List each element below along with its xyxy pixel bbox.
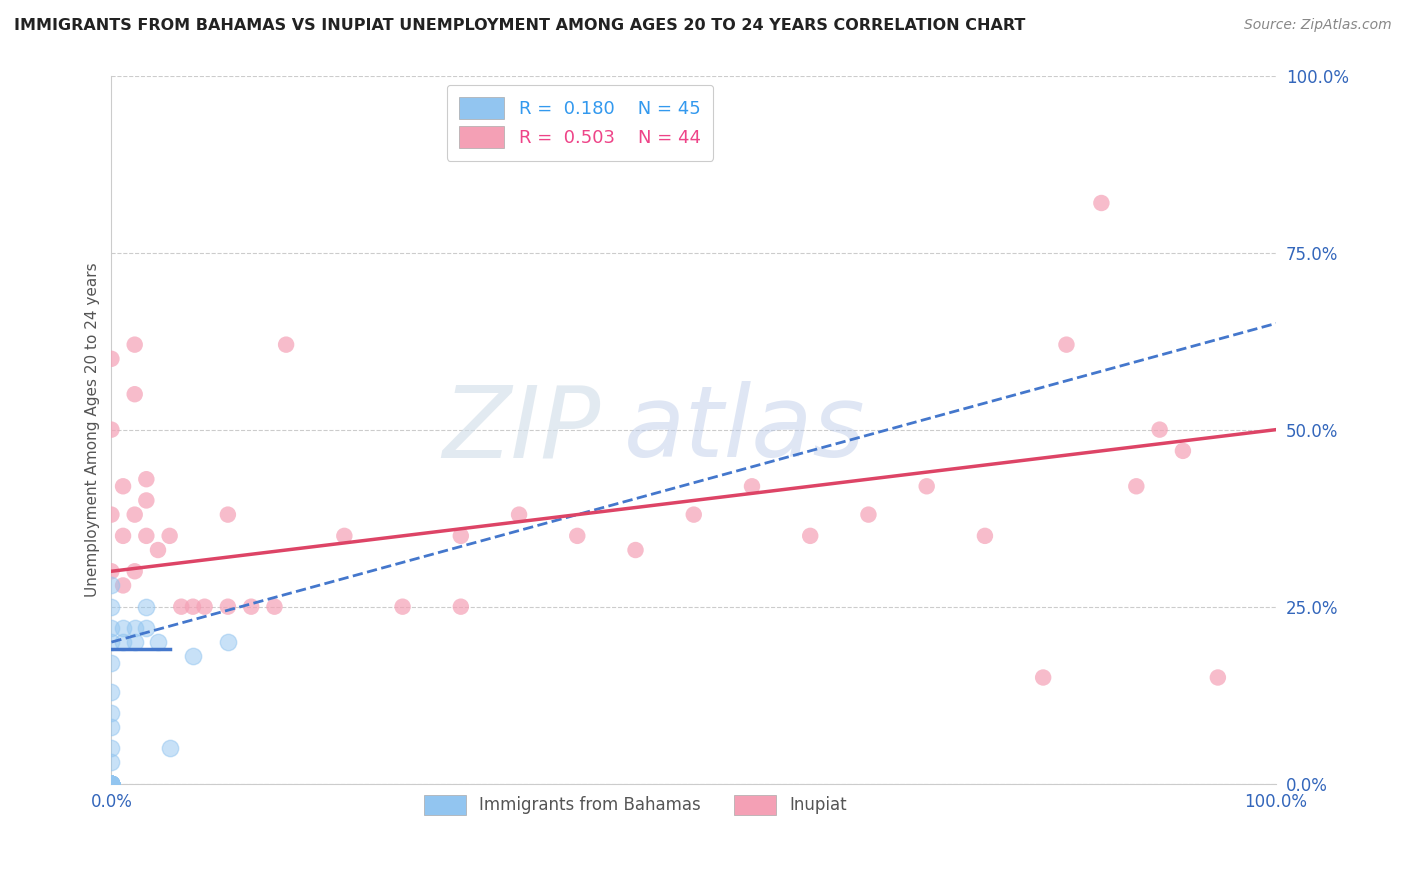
Point <box>1149 423 1171 437</box>
Point <box>124 387 146 401</box>
Text: Source: ZipAtlas.com: Source: ZipAtlas.com <box>1244 18 1392 32</box>
Point <box>159 741 181 756</box>
Point <box>100 706 122 720</box>
Text: atlas: atlas <box>624 381 866 478</box>
Point <box>217 508 239 522</box>
Point <box>135 529 157 543</box>
Point <box>112 479 135 493</box>
Point <box>100 508 122 522</box>
Point <box>799 529 821 543</box>
Point <box>100 777 122 791</box>
Point <box>217 599 239 614</box>
Text: IMMIGRANTS FROM BAHAMAS VS INUPIAT UNEMPLOYMENT AMONG AGES 20 TO 24 YEARS CORREL: IMMIGRANTS FROM BAHAMAS VS INUPIAT UNEMP… <box>14 18 1025 33</box>
Point <box>682 508 704 522</box>
Point <box>170 599 193 614</box>
Point <box>100 599 122 614</box>
Point <box>100 777 122 791</box>
Point <box>159 529 181 543</box>
Point <box>624 543 647 558</box>
Point <box>100 351 122 366</box>
Point <box>112 635 135 649</box>
Point <box>858 508 880 522</box>
Point <box>100 423 122 437</box>
Point <box>100 777 122 791</box>
Point <box>112 578 135 592</box>
Point <box>508 508 530 522</box>
Point <box>100 777 122 791</box>
Point <box>135 621 157 635</box>
Point <box>100 777 122 791</box>
Point <box>217 635 239 649</box>
Y-axis label: Unemployment Among Ages 20 to 24 years: Unemployment Among Ages 20 to 24 years <box>86 262 100 597</box>
Point <box>1090 196 1112 211</box>
Point <box>100 657 122 671</box>
Point <box>100 777 122 791</box>
Point <box>100 777 122 791</box>
Point <box>100 777 122 791</box>
Point <box>1125 479 1147 493</box>
Point <box>100 777 122 791</box>
Point <box>100 777 122 791</box>
Point <box>146 543 169 558</box>
Point <box>1206 671 1229 685</box>
Point <box>100 777 122 791</box>
Point <box>450 599 472 614</box>
Point <box>146 635 169 649</box>
Point <box>100 777 122 791</box>
Point <box>100 777 122 791</box>
Point <box>274 337 297 351</box>
Point <box>100 777 122 791</box>
Point <box>124 621 146 635</box>
Point <box>100 777 122 791</box>
Point <box>124 337 146 351</box>
Point <box>100 635 122 649</box>
Point <box>100 777 122 791</box>
Point <box>135 599 157 614</box>
Point <box>100 578 122 592</box>
Point <box>112 621 135 635</box>
Point <box>1171 443 1194 458</box>
Point <box>100 777 122 791</box>
Point <box>100 720 122 734</box>
Point <box>263 599 285 614</box>
Point <box>100 564 122 578</box>
Point <box>100 756 122 770</box>
Point <box>741 479 763 493</box>
Point <box>100 741 122 756</box>
Legend: Immigrants from Bahamas, Inupiat: Immigrants from Bahamas, Inupiat <box>415 785 856 825</box>
Point <box>100 777 122 791</box>
Point <box>333 529 356 543</box>
Point <box>100 777 122 791</box>
Point <box>240 599 263 614</box>
Point <box>100 777 122 791</box>
Point <box>450 529 472 543</box>
Point <box>135 472 157 486</box>
Point <box>194 599 217 614</box>
Point <box>181 649 204 664</box>
Point <box>124 508 146 522</box>
Point <box>915 479 938 493</box>
Point <box>100 777 122 791</box>
Point <box>124 635 146 649</box>
Point <box>100 777 122 791</box>
Point <box>100 777 122 791</box>
Point <box>124 564 146 578</box>
Point <box>1056 337 1078 351</box>
Point <box>974 529 997 543</box>
Point <box>567 529 589 543</box>
Text: ZIP: ZIP <box>443 381 600 478</box>
Point <box>100 684 122 698</box>
Point <box>135 493 157 508</box>
Point <box>1032 671 1054 685</box>
Point <box>100 777 122 791</box>
Point <box>100 621 122 635</box>
Point <box>112 529 135 543</box>
Point <box>391 599 413 614</box>
Point <box>100 777 122 791</box>
Point <box>181 599 204 614</box>
